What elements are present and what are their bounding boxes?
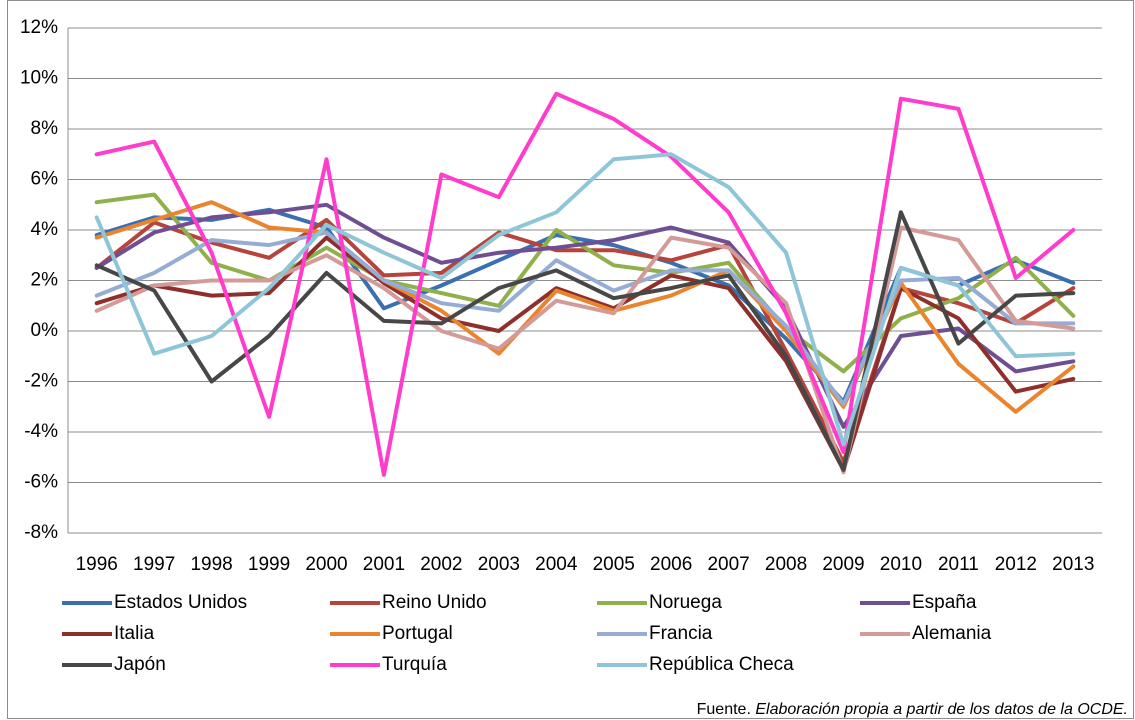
legend-label: Turquía <box>382 654 447 675</box>
source-label: Fuente. <box>697 701 751 718</box>
legend-label: Reino Unido <box>382 592 487 613</box>
x-tick-label: 2008 <box>765 554 807 575</box>
legend-label: Portugal <box>382 623 453 644</box>
y-tick-label: -8% <box>24 522 58 543</box>
y-tick-label: 10% <box>20 68 58 89</box>
source-text: Elaboración propia a partir de los datos… <box>755 701 1128 718</box>
y-tick-label: -4% <box>24 421 58 442</box>
legend-label: España <box>912 592 977 613</box>
x-tick-label: 1997 <box>133 554 175 575</box>
x-tick-label: 2012 <box>995 554 1037 575</box>
y-tick-label: 4% <box>31 219 59 240</box>
x-tick-label: 1998 <box>190 554 232 575</box>
x-tick-label: 2013 <box>1052 554 1094 575</box>
series-line <box>94 202 1076 429</box>
legend-label: Estados Unidos <box>114 592 247 613</box>
y-tick-label: 0% <box>31 320 59 341</box>
source-note: Fuente. Elaboración propia a partir de l… <box>697 701 1128 718</box>
legend-label: Italia <box>114 623 155 644</box>
y-tick-label: 8% <box>31 118 59 139</box>
x-tick-label: 2010 <box>880 554 922 575</box>
legend-label: República Checa <box>649 654 794 675</box>
x-tick-label: 2006 <box>650 554 692 575</box>
x-tick-label: 1996 <box>76 554 118 575</box>
chart-frame <box>7 0 1134 719</box>
series-line <box>94 91 1076 477</box>
series-line <box>94 210 1076 472</box>
legend-label: Japón <box>114 654 166 675</box>
x-tick-label: 2011 <box>938 554 979 575</box>
x-tick-label: 2009 <box>822 554 864 575</box>
x-tick-label: 2005 <box>593 554 635 575</box>
y-tick-label: 6% <box>31 169 59 190</box>
series-line <box>94 230 1076 407</box>
y-tick-label: 12% <box>20 17 58 38</box>
x-tick-label: 2000 <box>305 554 347 575</box>
legend-label: Francia <box>649 623 713 644</box>
plot <box>94 91 1076 477</box>
x-tick-label: 2007 <box>707 554 749 575</box>
x-tick-label: 2003 <box>478 554 520 575</box>
series-line <box>94 152 1076 447</box>
y-tick-label: -6% <box>24 472 58 493</box>
x-tick-label: 2004 <box>535 554 578 575</box>
series-line <box>94 200 1076 414</box>
y-tick-label: -2% <box>24 371 58 392</box>
series-line <box>94 192 1076 374</box>
legend-label: Alemania <box>912 623 992 644</box>
legend-label: Noruega <box>649 592 722 613</box>
x-tick-label: 2001 <box>363 554 405 575</box>
x-tick-label: 1999 <box>248 554 290 575</box>
labels: -8% -6% -4% -2% 0% 2% 4% 6% 8% 10% 12% 1996 1997 1998… <box>20 17 1094 675</box>
series-line <box>94 217 1076 465</box>
y-tick-label: 2% <box>31 270 59 291</box>
x-tick-label: 2002 <box>420 554 462 575</box>
